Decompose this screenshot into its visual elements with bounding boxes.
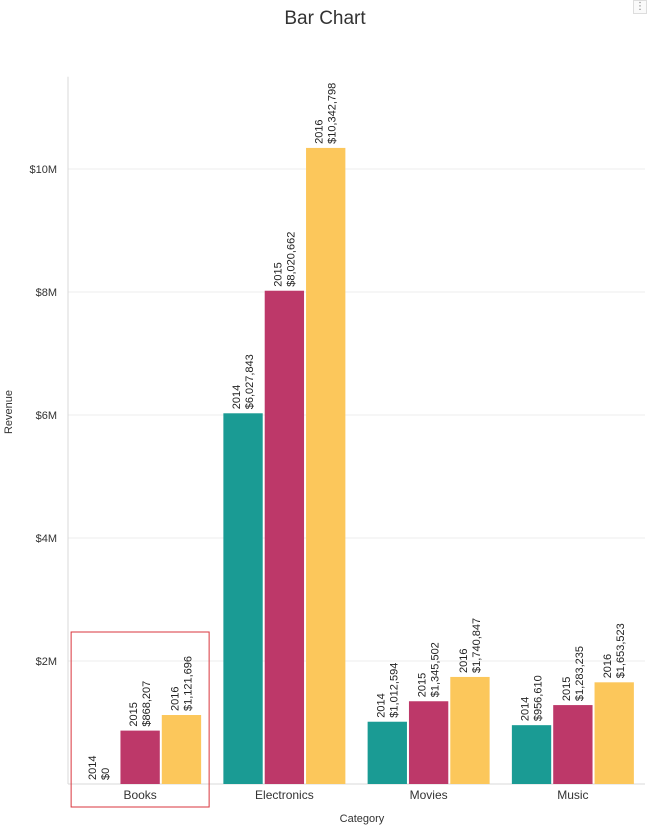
x-axis-title: Category	[340, 813, 385, 825]
data-label-year: 2016	[314, 119, 326, 143]
bar-movies-2016[interactable]	[450, 676, 490, 784]
bar-movies-2015[interactable]	[408, 701, 449, 784]
data-label-year: 2015	[417, 673, 429, 697]
data-label: 2015 $1,283,235	[561, 646, 586, 701]
data-label-value: $6,027,843	[244, 354, 256, 409]
data-label: 2014 $956,610	[520, 675, 545, 721]
y-axis-title: Revenue	[3, 390, 15, 434]
data-label: 2016 $1,740,847	[458, 618, 483, 673]
data-label-year: 2016	[169, 687, 181, 711]
bar-electronics-2016[interactable]	[306, 147, 346, 785]
data-label-year: 2014	[231, 385, 243, 409]
data-label-value: $8,020,662	[285, 232, 297, 287]
data-label: 2014 $6,027,843	[231, 354, 256, 409]
y-tick-label: $4M	[36, 533, 57, 545]
data-label-year: 2015	[561, 677, 573, 701]
books-highlight-box	[70, 631, 210, 808]
data-label: 2016 $1,121,696	[169, 656, 194, 711]
data-label-value: $868,207	[141, 681, 153, 727]
data-label-value: $1,740,847	[471, 618, 483, 673]
y-tick-label: $2M	[36, 656, 57, 668]
bars	[120, 147, 634, 785]
y-tick-label: $6M	[36, 410, 57, 422]
bar-movies-2014[interactable]	[367, 721, 407, 784]
data-label-value: $1,283,235	[574, 646, 586, 701]
data-label: 2014 $0	[87, 756, 112, 780]
data-label: 2016 $10,342,798	[314, 83, 339, 144]
data-label-value: $1,653,523	[615, 623, 627, 678]
data-label: 2015 $868,207	[128, 681, 153, 727]
data-label-year: 2016	[458, 648, 470, 672]
data-label-year: 2016	[602, 654, 614, 678]
data-label-year: 2014	[87, 756, 99, 780]
category-label-music: Music	[557, 788, 588, 802]
y-tick-label: $8M	[36, 287, 57, 299]
data-label-value: $1,012,594	[388, 663, 400, 718]
data-label-year: 2014	[375, 693, 387, 717]
data-label-value: $956,610	[533, 675, 545, 721]
category-label-books: Books	[123, 788, 156, 802]
bar-music-2016[interactable]	[594, 682, 634, 784]
data-label-year: 2015	[272, 262, 284, 286]
bar-music-2014[interactable]	[511, 725, 552, 784]
data-label-value: $1,345,502	[430, 642, 442, 697]
category-label-electronics: Electronics	[255, 788, 314, 802]
y-tick-label: $10M	[29, 164, 57, 176]
chart-menu-icon[interactable]: ⋮	[633, 0, 647, 14]
data-label: 2015 $8,020,662	[272, 232, 297, 287]
data-label-value: $0	[100, 768, 112, 780]
chart-title: Bar Chart	[284, 8, 366, 29]
bar-books-2016[interactable]	[161, 715, 202, 784]
bar-electronics-2015[interactable]	[264, 290, 305, 784]
data-label: 2014 $1,012,594	[375, 663, 400, 718]
bar-music-2015[interactable]	[553, 705, 593, 784]
data-label-year: 2014	[520, 697, 532, 721]
data-label-value: $10,342,798	[327, 83, 339, 144]
data-label-year: 2015	[128, 702, 140, 726]
category-label-movies: Movies	[410, 788, 448, 802]
data-label: 2015 $1,345,502	[417, 642, 442, 697]
axes: $2M $4M $6M $8M $10M Books Electronics Movies Mu…	[29, 76, 645, 802]
data-label-value: $1,121,696	[182, 656, 194, 711]
bar-electronics-2014[interactable]	[223, 413, 263, 784]
data-label: 2016 $1,653,523	[602, 623, 627, 678]
bar-books-2015[interactable]	[120, 730, 160, 784]
gridlines	[68, 168, 645, 662]
